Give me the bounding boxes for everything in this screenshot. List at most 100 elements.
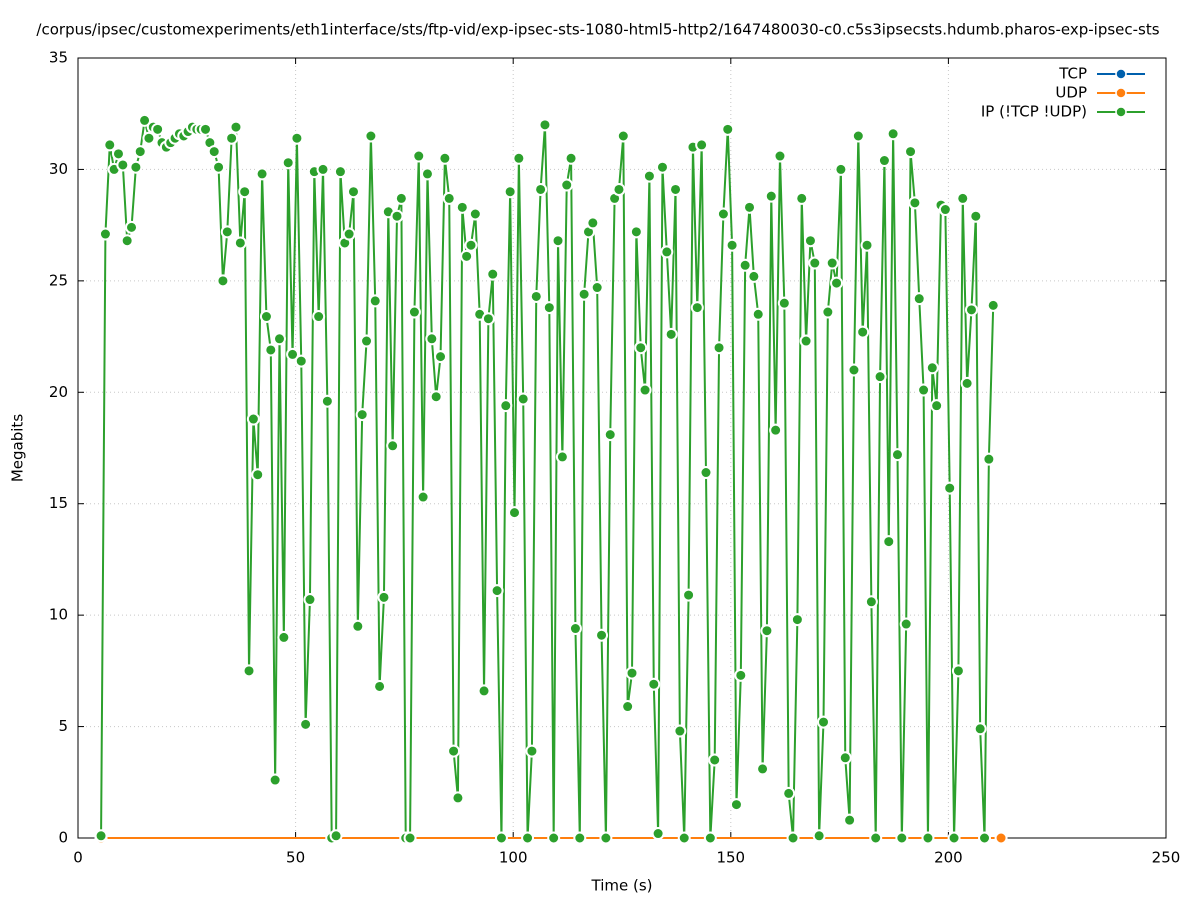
- data-point: [438, 151, 452, 165]
- data-point: [555, 450, 569, 464]
- data-point: [799, 334, 813, 348]
- y-tick-label: 20: [49, 383, 68, 401]
- data-point: [229, 120, 243, 134]
- data-point: [647, 677, 661, 691]
- data-point: [994, 831, 1008, 845]
- data-point: [133, 145, 147, 159]
- data-point: [743, 200, 757, 214]
- legend-label: UDP: [1055, 84, 1087, 102]
- data-point: [116, 158, 130, 172]
- data-point: [943, 481, 957, 495]
- data-point: [521, 831, 535, 845]
- data-point: [477, 684, 491, 698]
- data-point: [851, 129, 865, 143]
- data-point: [103, 138, 117, 152]
- data-point: [564, 151, 578, 165]
- data-point: [294, 354, 308, 368]
- data-point: [599, 831, 613, 845]
- data-point: [333, 165, 347, 179]
- data-point: [386, 439, 400, 453]
- data-point: [573, 831, 587, 845]
- data-point: [660, 245, 674, 259]
- data-point: [695, 138, 709, 152]
- data-point: [908, 196, 922, 210]
- legend-marker: [1115, 87, 1127, 99]
- y-tick-label: 35: [49, 49, 68, 67]
- data-point: [973, 722, 987, 736]
- x-tick-label: 200: [934, 849, 963, 867]
- data-point: [355, 408, 369, 422]
- data-point: [708, 753, 722, 767]
- data-point: [351, 619, 365, 633]
- data-point: [412, 149, 426, 163]
- data-point: [499, 399, 513, 413]
- data-point: [982, 452, 996, 466]
- data-point: [277, 630, 291, 644]
- data-point: [629, 225, 643, 239]
- data-point: [812, 829, 826, 843]
- data-point: [734, 668, 748, 682]
- series-line: [100, 120, 995, 840]
- data-point: [725, 238, 739, 252]
- data-point: [251, 468, 265, 482]
- y-tick-label: 10: [49, 606, 68, 624]
- data-point: [316, 162, 330, 176]
- data-point: [551, 234, 565, 248]
- data-point: [634, 341, 648, 355]
- data-point: [873, 370, 887, 384]
- data-point: [512, 151, 526, 165]
- legend-marker: [1115, 106, 1127, 118]
- data-point: [978, 831, 992, 845]
- data-point: [534, 182, 548, 196]
- data-point: [856, 325, 870, 339]
- data-point: [830, 276, 844, 290]
- data-point: [947, 831, 961, 845]
- data-point: [120, 234, 134, 248]
- data-point: [368, 294, 382, 308]
- data-point: [790, 613, 804, 627]
- data-point: [834, 162, 848, 176]
- data-point: [494, 831, 508, 845]
- y-axis-label: Megabits: [9, 414, 27, 482]
- data-point: [207, 145, 221, 159]
- data-point: [425, 332, 439, 346]
- data-point: [760, 624, 774, 638]
- data-point: [769, 423, 783, 437]
- data-point: [460, 249, 474, 263]
- data-point: [886, 127, 900, 141]
- data-point: [259, 310, 273, 324]
- data-point: [651, 827, 665, 841]
- y-tick-label: 0: [58, 829, 68, 847]
- data-point: [890, 448, 904, 462]
- data-point: [281, 156, 295, 170]
- data-point: [286, 347, 300, 361]
- data-point: [447, 744, 461, 758]
- data-point: [951, 664, 965, 678]
- data-point: [568, 622, 582, 636]
- data-point: [860, 238, 874, 252]
- data-point: [716, 207, 730, 221]
- data-point: [416, 490, 430, 504]
- data-point: [773, 149, 787, 163]
- data-point: [420, 167, 434, 181]
- data-point: [964, 303, 978, 317]
- legend-label: TCP: [1058, 65, 1087, 83]
- data-point: [756, 762, 770, 776]
- data-point: [312, 310, 326, 324]
- data-point: [956, 191, 970, 205]
- data-point: [590, 281, 604, 295]
- data-point: [111, 147, 125, 161]
- data-point: [673, 724, 687, 738]
- data-point: [508, 506, 522, 520]
- data-point: [625, 666, 639, 680]
- data-point: [738, 258, 752, 272]
- data-point: [882, 535, 896, 549]
- data-point: [216, 274, 230, 288]
- data-point: [486, 267, 500, 281]
- data-point: [225, 131, 239, 145]
- data-point: [246, 412, 260, 426]
- data-point: [329, 829, 343, 843]
- data-point: [847, 363, 861, 377]
- data-point: [612, 182, 626, 196]
